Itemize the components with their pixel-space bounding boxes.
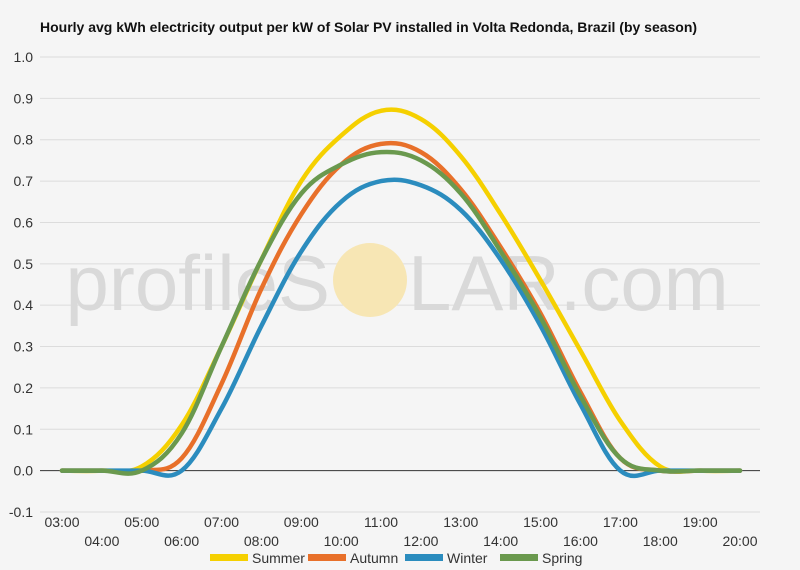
legend-label-spring: Spring: [542, 550, 582, 566]
y-tick-label: 0.0: [14, 463, 34, 479]
y-tick-label: 0.3: [14, 339, 34, 355]
x-tick-label: 07:00: [204, 514, 239, 530]
legend-swatch-summer: [210, 554, 248, 561]
x-tick-label: 06:00: [164, 533, 199, 549]
legend-label-autumn: Autumn: [350, 550, 398, 566]
y-tick-label: 0.8: [14, 132, 34, 148]
legend-label-winter: Winter: [447, 550, 488, 566]
y-tick-label: 0.5: [14, 256, 34, 272]
series-line-spring: [59, 149, 743, 476]
x-tick-label: 10:00: [324, 533, 359, 549]
x-tick-label: 20:00: [722, 533, 757, 549]
x-tick-label: 13:00: [443, 514, 478, 530]
x-tick-label: 16:00: [563, 533, 598, 549]
x-tick-label: 11:00: [364, 514, 398, 530]
y-tick-label: 0.6: [14, 214, 34, 230]
legend-swatch-autumn: [308, 554, 346, 561]
x-tick-label: 12:00: [403, 533, 438, 549]
y-tick-label: 0.9: [14, 90, 34, 106]
watermark-text-left: profileS: [66, 239, 330, 327]
series-lines: [59, 107, 743, 479]
y-tick-label: -0.1: [9, 504, 33, 520]
x-tick-label: 14:00: [483, 533, 518, 549]
x-tick-label: 17:00: [603, 514, 638, 530]
x-tick-label: 03:00: [44, 514, 79, 530]
legend-swatch-spring: [500, 554, 538, 561]
x-tick-label: 08:00: [244, 533, 279, 549]
y-tick-label: 0.1: [14, 421, 34, 437]
x-tick-label: 18:00: [643, 533, 678, 549]
watermark-sun-logo: [333, 243, 407, 317]
series-line-winter: [59, 177, 743, 479]
y-tick-label: 1.0: [14, 49, 34, 65]
x-tick-label: 19:00: [683, 514, 718, 530]
watermark: profileS LAR.com: [66, 239, 729, 327]
y-tick-label: 0.2: [14, 380, 34, 396]
y-tick-label: 0.7: [14, 173, 34, 189]
watermark-text-right: LAR.com: [408, 239, 729, 327]
legend-swatch-winter: [405, 554, 443, 561]
x-tick-label: 04:00: [84, 533, 119, 549]
legend: Summer Autumn Winter Spring: [210, 550, 582, 566]
x-tick-label: 15:00: [523, 514, 558, 530]
chart-title: Hourly avg kWh electricity output per kW…: [40, 19, 698, 35]
y-axis-ticks: -0.1 0.0 0.1 0.2 0.3 0.4 0.5 0.6 0.7 0.8 0.9 1.0: [9, 49, 33, 520]
x-axis-ticks: 03:00 04:00 05:00 06:00 07:00 08:00 09:00 10:00…: [44, 514, 757, 549]
x-tick-label: 05:00: [124, 514, 159, 530]
legend-label-summer: Summer: [252, 550, 305, 566]
series-line-summer: [59, 107, 743, 474]
y-tick-label: 0.4: [14, 297, 34, 313]
x-tick-label: 09:00: [284, 514, 319, 530]
